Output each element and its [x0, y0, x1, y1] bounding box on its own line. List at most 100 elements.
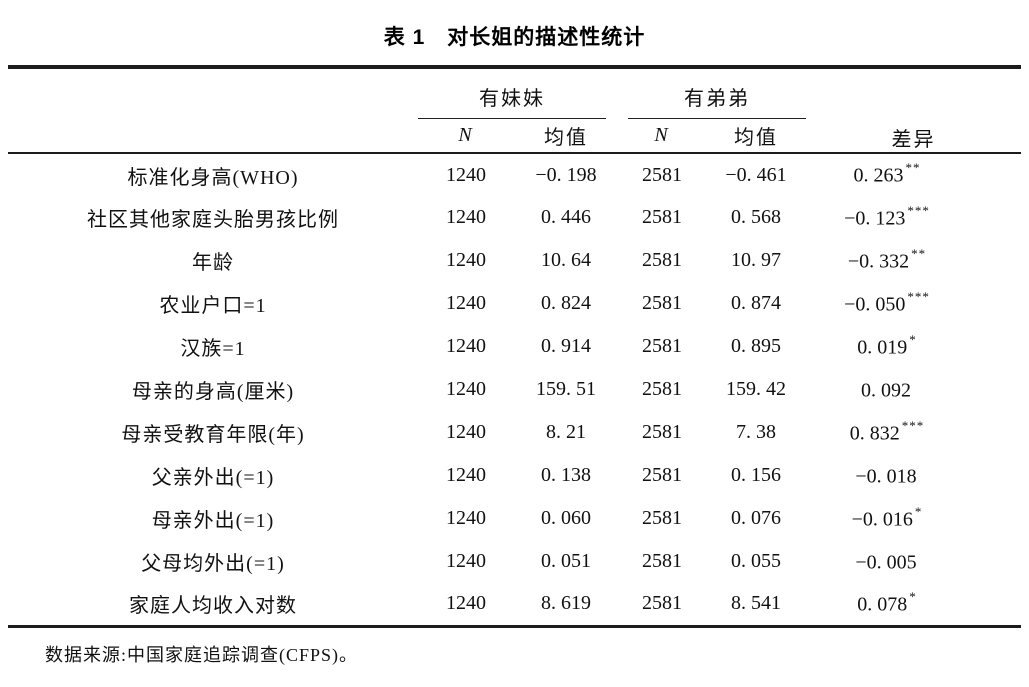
- table-row: 年龄 1240 10. 64 2581 10. 97 −0. 332 **: [8, 239, 1021, 282]
- cell-mean-sisters: 0. 446: [541, 206, 591, 228]
- cell-diff: −0. 005: [855, 551, 917, 574]
- cell-mean-sisters: 8. 21: [546, 421, 586, 443]
- empty-header-cell: [8, 67, 418, 153]
- significance-stars: **: [911, 245, 927, 261]
- table-row: 标准化身高(WHO) 1240 −0. 198 2581 −0. 461 0. …: [8, 153, 1021, 196]
- cell-n-sisters: 1240: [446, 163, 486, 186]
- cell-n-sisters: 1240: [446, 206, 486, 228]
- row-label: 社区其他家庭头胎男孩比例: [87, 209, 339, 231]
- cell-n-brothers: 2581: [642, 550, 682, 572]
- column-header-mean-brothers: 均值: [734, 127, 778, 149]
- row-label: 母亲外出(=1): [151, 510, 275, 532]
- data-source-note: 数据来源:中国家庭追踪调查(CFPS)。: [45, 644, 359, 665]
- table-title: 对长姐的描述性统计: [447, 26, 646, 49]
- row-label: 农业户口=1: [159, 295, 267, 317]
- significance-stars: ***: [907, 202, 930, 218]
- cell-mean-brothers: 0. 568: [731, 206, 781, 228]
- cell-mean-sisters: −0. 198: [535, 163, 597, 186]
- cell-n-sisters: 1240: [446, 378, 486, 400]
- cell-mean-brothers: 0. 076: [731, 507, 781, 529]
- cell-mean-sisters: 0. 060: [541, 507, 591, 529]
- cell-n-brothers: 2581: [642, 206, 682, 228]
- cell-diff: −0. 332 **: [847, 245, 927, 273]
- cell-mean-brothers: 0. 874: [731, 292, 781, 314]
- row-label: 父亲外出(=1): [151, 467, 275, 489]
- cell-diff: 0. 078 *: [857, 588, 917, 616]
- row-label: 父母均外出(=1): [141, 553, 285, 575]
- cell-n-sisters: 1240: [446, 292, 486, 314]
- table-row: 社区其他家庭头胎男孩比例 1240 0. 446 2581 0. 568 −0.…: [8, 196, 1021, 239]
- group-header-sisters: 有妹妹: [418, 67, 618, 119]
- cell-mean-brothers: 0. 055: [731, 550, 781, 572]
- cell-mean-sisters: 0. 051: [541, 550, 591, 572]
- cell-diff: 0. 092: [861, 379, 911, 402]
- cell-n-brothers: 2581: [642, 592, 682, 615]
- cell-mean-brothers: 7. 38: [736, 421, 776, 443]
- table-row: 母亲受教育年限(年) 1240 8. 21 2581 7. 38 0. 832 *…: [8, 411, 1021, 454]
- cell-n-brothers: 2581: [642, 464, 682, 486]
- cell-n-sisters: 1240: [446, 464, 486, 486]
- cell-mean-sisters: 10. 64: [541, 249, 591, 271]
- cell-n-brothers: 2581: [642, 335, 682, 357]
- column-header-n-brothers: N: [654, 124, 670, 146]
- cell-n-brothers: 2581: [642, 507, 682, 529]
- cell-n-brothers: 2581: [642, 292, 682, 314]
- cell-mean-brothers: 159. 42: [726, 378, 786, 400]
- cell-n-sisters: 1240: [446, 249, 486, 271]
- cell-mean-sisters: 0. 138: [541, 464, 591, 486]
- table-row: 父亲外出(=1) 1240 0. 138 2581 0. 156 −0. 018: [8, 454, 1021, 497]
- cell-diff: −0. 018: [855, 465, 917, 488]
- cell-mean-brothers: −0. 461: [725, 163, 787, 186]
- cell-mean-brothers: 10. 97: [731, 249, 781, 271]
- cell-diff: −0. 050 ***: [844, 288, 930, 316]
- row-label: 汉族=1: [180, 338, 246, 360]
- cell-mean-brothers: 8. 541: [731, 592, 781, 615]
- group-header-brothers: 有弟弟: [618, 67, 806, 119]
- cell-n-brothers: 2581: [642, 421, 682, 443]
- table-row: 母亲的身高(厘米) 1240 159. 51 2581 159. 42 0. 0…: [8, 368, 1021, 411]
- table-header: 有妹妹 有弟弟 差异 N 均值 N 均值: [8, 67, 1021, 153]
- column-header-diff: 差异: [891, 129, 936, 151]
- cell-mean-sisters: 0. 824: [541, 292, 591, 314]
- table-number: 表 1: [383, 26, 426, 49]
- cell-n-sisters: 1240: [446, 550, 486, 572]
- cell-n-sisters: 1240: [446, 592, 486, 615]
- cell-n-brothers: 2581: [642, 163, 682, 186]
- significance-stars: *: [909, 588, 917, 604]
- cell-mean-sisters: 0. 914: [541, 335, 591, 357]
- cell-n-brothers: 2581: [642, 378, 682, 400]
- significance-stars: **: [905, 160, 921, 176]
- cell-diff: −0. 016 *: [851, 503, 923, 531]
- descriptive-statistics-table: 有妹妹 有弟弟 差异 N 均值 N 均值 标准化身高(WHO) 1240 −0.…: [8, 65, 1021, 628]
- row-label: 母亲的身高(厘米): [131, 381, 295, 403]
- significance-stars: ***: [901, 417, 925, 433]
- cell-mean-brothers: 0. 895: [731, 335, 781, 357]
- cell-n-sisters: 1240: [446, 335, 486, 357]
- cell-n-sisters: 1240: [446, 507, 486, 529]
- table-caption: 表 1 对长姐的描述性统计: [0, 0, 1029, 51]
- cell-n-sisters: 1240: [446, 421, 486, 443]
- table-row: 母亲外出(=1) 1240 0. 060 2581 0. 076 −0. 016…: [8, 497, 1021, 540]
- cell-n-brothers: 2581: [642, 249, 682, 271]
- significance-stars: *: [914, 503, 923, 519]
- cell-diff: 0. 019 *: [857, 331, 917, 359]
- cell-mean-sisters: 8. 619: [541, 592, 591, 615]
- cell-diff: −0. 123 ***: [844, 202, 930, 230]
- cell-diff: 0. 832 ***: [849, 417, 925, 445]
- row-label: 年龄: [192, 252, 234, 274]
- significance-stars: *: [909, 331, 917, 347]
- column-header-n-sisters: N: [458, 124, 474, 146]
- cell-diff: 0. 263 **: [853, 160, 921, 187]
- row-label: 母亲受教育年限(年): [121, 424, 305, 446]
- row-label: 家庭人均收入对数: [129, 595, 297, 618]
- table-row: 父母均外出(=1) 1240 0. 051 2581 0. 055 −0. 00…: [8, 540, 1021, 583]
- row-label: 标准化身高(WHO): [127, 166, 299, 189]
- cell-mean-sisters: 159. 51: [536, 378, 596, 400]
- column-header-mean-sisters: 均值: [544, 127, 588, 149]
- significance-stars: ***: [907, 288, 930, 304]
- table-row: 汉族=1 1240 0. 914 2581 0. 895 0. 019 *: [8, 325, 1021, 368]
- table-row: 农业户口=1 1240 0. 824 2581 0. 874 −0. 050 **…: [8, 282, 1021, 325]
- table-row: 家庭人均收入对数 1240 8. 619 2581 8. 541 0. 078 *: [8, 583, 1021, 626]
- cell-mean-brothers: 0. 156: [731, 464, 781, 486]
